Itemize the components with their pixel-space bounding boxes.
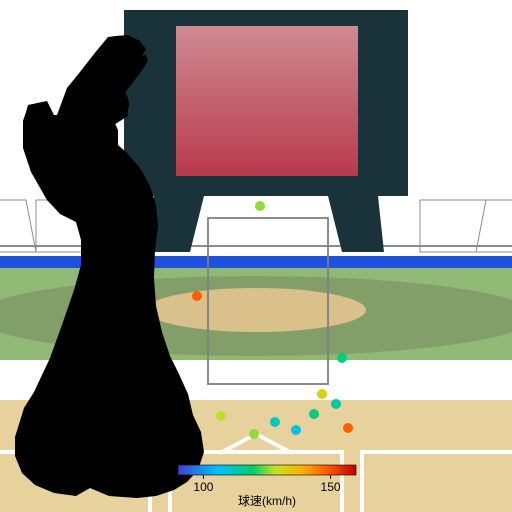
pitch-marker [343,423,353,433]
pitch-marker [309,409,319,419]
pitch-marker [255,201,265,211]
stand-shadow-band [0,256,512,268]
legend-tick-label: 150 [321,480,341,494]
pitch-marker [337,353,347,363]
pitch-location-chart: 100 150 球速(km/h) [0,0,512,512]
pitch-marker [331,399,341,409]
pitchers-mound-area [146,288,366,332]
legend-gradient-bar [178,465,356,475]
pitch-marker [192,291,202,301]
pitch-marker [216,411,226,421]
pitch-marker [270,417,280,427]
scoreboard-screen [176,26,358,176]
legend-tick-label: 100 [193,480,213,494]
pitch-marker [317,389,327,399]
pitch-marker [291,425,301,435]
legend-label: 球速(km/h) [238,494,296,508]
pitch-marker [249,429,259,439]
